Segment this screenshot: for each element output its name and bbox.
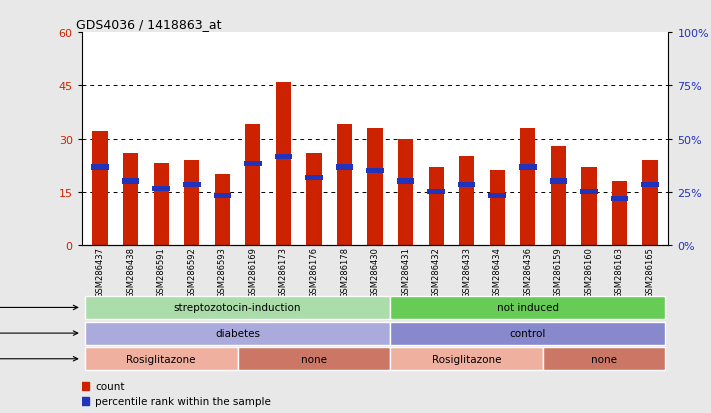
Bar	[519, 165, 537, 170]
Bar	[91, 165, 109, 170]
Bar	[580, 190, 598, 195]
Bar	[213, 193, 231, 198]
Text: agent: agent	[0, 354, 77, 364]
Text: Rosiglitazone: Rosiglitazone	[432, 354, 501, 364]
Bar	[488, 193, 506, 198]
Bar	[245, 125, 260, 245]
Bar	[551, 146, 566, 245]
Text: diabetes: diabetes	[215, 328, 260, 338]
Bar	[458, 183, 476, 188]
Bar	[390, 347, 543, 370]
Bar	[520, 128, 535, 245]
Bar	[215, 175, 230, 245]
Text: GDS4036 / 1418863_at: GDS4036 / 1418863_at	[76, 17, 221, 31]
Bar	[85, 296, 390, 319]
Bar	[184, 160, 199, 245]
Bar	[368, 128, 383, 245]
Bar	[390, 296, 665, 319]
Text: none: none	[301, 354, 327, 364]
Bar	[582, 168, 597, 245]
Bar	[427, 190, 445, 195]
Bar	[397, 179, 415, 184]
Bar	[642, 160, 658, 245]
Bar	[490, 171, 505, 245]
Bar	[276, 83, 291, 245]
Bar	[123, 153, 138, 245]
Bar	[429, 168, 444, 245]
Bar	[274, 154, 292, 159]
Text: percentile rank within the sample: percentile rank within the sample	[95, 396, 271, 406]
Bar	[237, 347, 390, 370]
Text: count: count	[95, 381, 124, 391]
Bar	[152, 186, 170, 191]
Bar	[398, 139, 413, 245]
Bar	[611, 197, 629, 202]
Bar	[85, 322, 390, 345]
Bar	[390, 322, 665, 345]
Text: protocol: protocol	[0, 303, 77, 313]
Bar	[122, 179, 139, 184]
Bar	[641, 183, 659, 188]
Text: none: none	[591, 354, 617, 364]
Bar	[305, 176, 323, 181]
Bar	[85, 347, 237, 370]
Bar	[543, 347, 665, 370]
Bar	[366, 169, 384, 174]
Text: streptozotocin-induction: streptozotocin-induction	[173, 303, 301, 313]
Bar	[550, 179, 567, 184]
Bar	[459, 157, 474, 245]
Bar	[612, 182, 627, 245]
Text: Rosiglitazone: Rosiglitazone	[127, 354, 196, 364]
Bar	[183, 183, 201, 188]
Bar	[92, 132, 108, 245]
Bar	[154, 164, 169, 245]
Text: disease state: disease state	[0, 328, 77, 338]
Bar	[336, 165, 353, 170]
Text: not induced: not induced	[497, 303, 559, 313]
Text: control: control	[510, 328, 546, 338]
Bar	[244, 161, 262, 166]
Bar	[337, 125, 352, 245]
Bar	[306, 153, 321, 245]
